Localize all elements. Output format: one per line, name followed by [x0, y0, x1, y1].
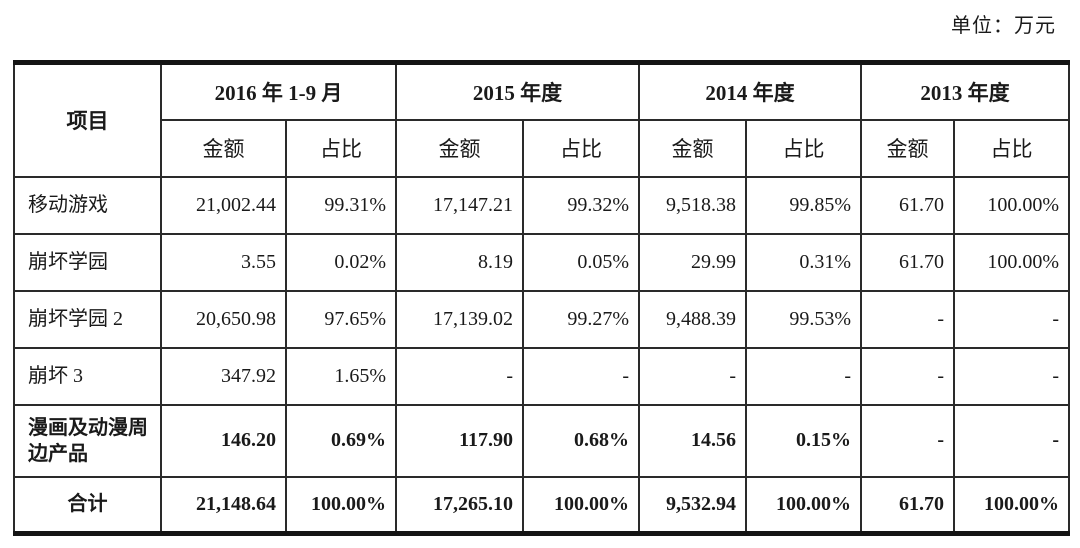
cell-2013-share: -: [953, 403, 1070, 478]
col-header-share-2014: 占比: [745, 118, 862, 178]
revenue-breakdown-table: 项目 2016 年 1-9 月 2015 年度 2014 年度 2013 年度 …: [13, 60, 1070, 536]
row-item-label: 合计: [13, 475, 162, 535]
cell-2014-share: 100.00%: [745, 475, 862, 535]
cell-2013-amount: -: [860, 403, 955, 478]
row-item-label: 崩坏学园 2: [13, 289, 162, 349]
cell-2014-share: 99.85%: [745, 175, 862, 235]
row-benghuai-xueyuan-2: 崩坏学园 2 20,650.98 97.65% 17,139.02 99.27%…: [13, 289, 1070, 349]
cell-2014-amount: 9,532.94: [638, 475, 747, 535]
col-header-amount-2015: 金额: [395, 118, 524, 178]
cell-2013-share: -: [953, 289, 1070, 349]
row-benghuai-3: 崩坏 3 347.92 1.65% - - - - - -: [13, 346, 1070, 406]
cell-2014-amount: -: [638, 346, 747, 406]
col-group-2013: 2013 年度: [860, 61, 1070, 121]
cell-2014-share: 0.31%: [745, 232, 862, 292]
cell-2013-amount: -: [860, 289, 955, 349]
cell-2015-share: 99.27%: [522, 289, 640, 349]
row-comics-and-anime-merch: 漫画及动漫周边产品 146.20 0.69% 117.90 0.68% 14.5…: [13, 403, 1070, 478]
cell-2014-share: 99.53%: [745, 289, 862, 349]
col-group-2015: 2015 年度: [395, 61, 640, 121]
cell-2014-amount: 9,488.39: [638, 289, 747, 349]
cell-2015-amount: 117.90: [395, 403, 524, 478]
col-header-amount-2014: 金额: [638, 118, 747, 178]
row-item-label: 崩坏学园: [13, 232, 162, 292]
row-total: 合计 21,148.64 100.00% 17,265.10 100.00% 9…: [13, 475, 1070, 535]
cell-2015-amount: 17,139.02: [395, 289, 524, 349]
cell-2013-share: 100.00%: [953, 475, 1070, 535]
cell-2014-amount: 9,518.38: [638, 175, 747, 235]
cell-2013-amount: 61.70: [860, 175, 955, 235]
row-benghuai-xueyuan: 崩坏学园 3.55 0.02% 8.19 0.05% 29.99 0.31% 6…: [13, 232, 1070, 292]
cell-2016-amount: 347.92: [160, 346, 287, 406]
cell-2015-amount: 17,147.21: [395, 175, 524, 235]
cell-2014-amount: 29.99: [638, 232, 747, 292]
col-header-item: 项目: [13, 61, 162, 178]
cell-2013-share: -: [953, 346, 1070, 406]
cell-2016-share: 97.65%: [285, 289, 397, 349]
cell-2015-amount: 8.19: [395, 232, 524, 292]
cell-2013-amount: 61.70: [860, 232, 955, 292]
cell-2015-share: 100.00%: [522, 475, 640, 535]
col-group-2014: 2014 年度: [638, 61, 862, 121]
cell-2016-share: 100.00%: [285, 475, 397, 535]
cell-2015-share: -: [522, 346, 640, 406]
cell-2013-share: 100.00%: [953, 175, 1070, 235]
col-header-share-2016: 占比: [285, 118, 397, 178]
cell-2013-amount: -: [860, 346, 955, 406]
cell-2016-amount: 20,650.98: [160, 289, 287, 349]
cell-2013-amount: 61.70: [860, 475, 955, 535]
cell-2016-share: 0.69%: [285, 403, 397, 478]
cell-2016-share: 1.65%: [285, 346, 397, 406]
cell-2015-share: 0.68%: [522, 403, 640, 478]
cell-2014-share: -: [745, 346, 862, 406]
cell-2015-amount: 17,265.10: [395, 475, 524, 535]
col-header-amount-2016: 金额: [160, 118, 287, 178]
row-mobile-games: 移动游戏 21,002.44 99.31% 17,147.21 99.32% 9…: [13, 175, 1070, 235]
row-item-label: 漫画及动漫周边产品: [13, 403, 162, 478]
cell-2016-amount: 21,148.64: [160, 475, 287, 535]
col-header-amount-2013: 金额: [860, 118, 955, 178]
col-header-share-2013: 占比: [953, 118, 1070, 178]
col-header-share-2015: 占比: [522, 118, 640, 178]
cell-2014-amount: 14.56: [638, 403, 747, 478]
cell-2016-amount: 21,002.44: [160, 175, 287, 235]
cell-2015-share: 99.32%: [522, 175, 640, 235]
cell-2016-share: 99.31%: [285, 175, 397, 235]
cell-2014-share: 0.15%: [745, 403, 862, 478]
cell-2015-share: 0.05%: [522, 232, 640, 292]
cell-2016-amount: 146.20: [160, 403, 287, 478]
cell-2015-amount: -: [395, 346, 524, 406]
cell-2013-share: 100.00%: [953, 232, 1070, 292]
cell-2016-share: 0.02%: [285, 232, 397, 292]
cell-2016-amount: 3.55: [160, 232, 287, 292]
row-item-label: 移动游戏: [13, 175, 162, 235]
col-group-2016: 2016 年 1-9 月: [160, 61, 397, 121]
unit-note: 单位：万元: [951, 15, 1056, 37]
row-item-label: 崩坏 3: [13, 346, 162, 406]
